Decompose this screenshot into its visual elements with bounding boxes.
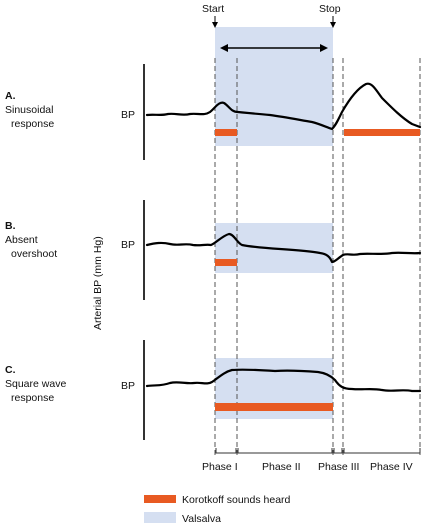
phase-bracket-4 <box>343 448 421 454</box>
legend-valsalva-swatch <box>144 512 176 523</box>
stop-label: Stop <box>319 3 341 15</box>
arterial-bp-axis-label: Arterial BP (mm Hg) <box>92 236 104 330</box>
phase-bracket-3 <box>333 448 343 454</box>
bp-trace-a <box>145 82 422 131</box>
panel-c-bp-label: BP <box>121 380 135 392</box>
phase-2-label: Phase II <box>262 461 301 473</box>
panel-a-bp-label: BP <box>121 109 135 121</box>
start-arrowhead <box>212 22 218 28</box>
panel-a-letter: A. <box>5 90 16 102</box>
panel-b-bp-label: BP <box>121 239 135 251</box>
panel-a-title-line-1: Sinusoidal <box>5 104 53 116</box>
valsalva-region-a <box>215 27 333 146</box>
legend-valsalva-label: Valsalva <box>182 513 221 525</box>
korotkoff-bar-c <box>215 403 333 411</box>
panel-b-title-line-2: overshoot <box>11 248 57 260</box>
korotkoff-bar-b-phase-1 <box>215 259 237 266</box>
duration-arrowhead-right <box>320 44 328 52</box>
duration-arrowhead-left <box>220 44 228 52</box>
phase-bracket-2 <box>237 448 333 454</box>
legend-korotkoff-swatch <box>144 495 176 503</box>
panel-c-title-line-1: Square wave <box>5 378 66 390</box>
panel-b-letter: B. <box>5 220 16 232</box>
phase-1-label: Phase I <box>202 461 238 473</box>
phase-bracket-1 <box>215 448 237 454</box>
panel-a-title-line-2: response <box>11 118 54 130</box>
start-label: Start <box>202 3 224 15</box>
phase-4-label: Phase IV <box>370 461 413 473</box>
korotkoff-bar-a-phase-4 <box>344 129 420 136</box>
bp-trace-b <box>145 232 422 264</box>
legend-korotkoff-label: Korotkoff sounds heard <box>182 494 291 506</box>
panel-c-letter: C. <box>5 364 16 376</box>
phase-3-label: Phase III <box>318 461 359 473</box>
phase-boundaries <box>214 58 421 455</box>
panel-c-title-line-2: response <box>11 392 54 404</box>
korotkoff-bar-a-phase-1 <box>215 129 237 136</box>
stop-arrowhead <box>330 22 336 28</box>
panel-b-title-line-1: Absent <box>5 234 38 246</box>
bp-trace-c <box>145 368 422 393</box>
